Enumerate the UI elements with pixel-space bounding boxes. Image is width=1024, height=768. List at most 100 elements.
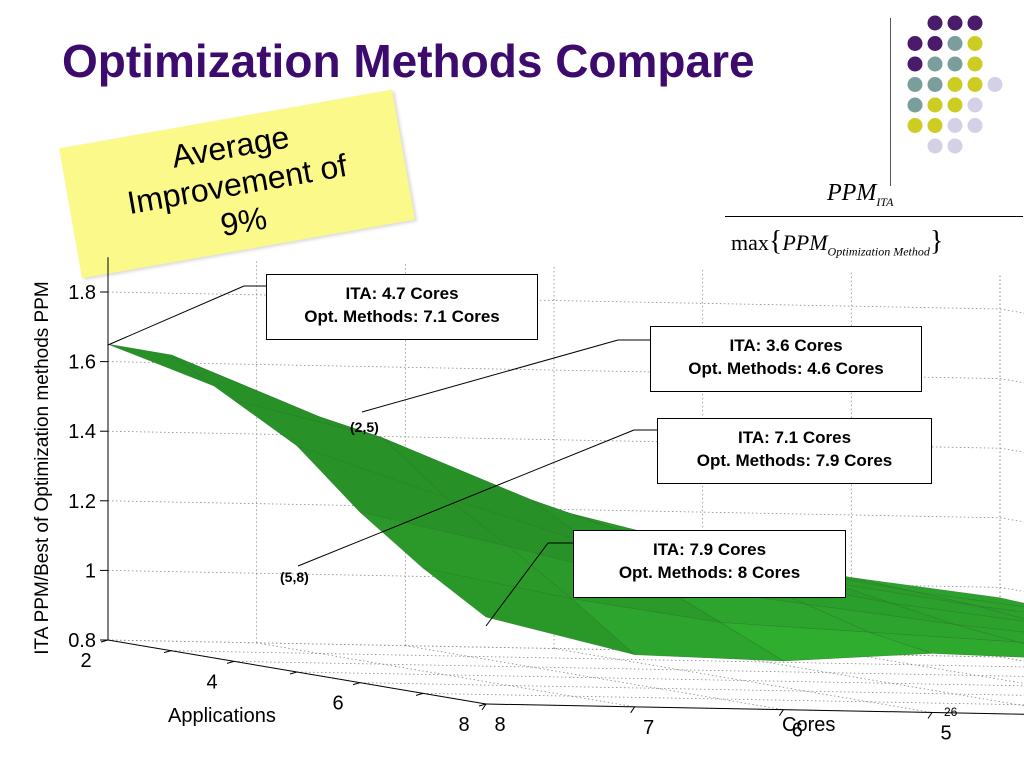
leader-line-4 (485, 542, 549, 627)
decorative-dot-grid (907, 15, 1003, 154)
grid-line (107, 500, 1001, 519)
slide-number: 26 (944, 705, 958, 719)
decorative-dot (967, 56, 983, 72)
callout-box-3: ITA: 7.1 Cores Opt. Methods: 7.9 Cores (657, 418, 932, 484)
callout-2-line-1: ITA: 3.6 Cores (729, 336, 843, 355)
decorative-dot (967, 97, 983, 113)
cores-tick-label: 7 (643, 717, 654, 739)
cores-tick (927, 712, 933, 719)
formula-max: max (731, 230, 769, 255)
cores-tick (630, 706, 636, 714)
decorative-dot (927, 15, 943, 31)
decorative-dot (927, 97, 943, 113)
decorative-dot (907, 36, 923, 51)
cores-tick-label: 5 (940, 723, 951, 745)
leader-line-1 (107, 285, 245, 346)
decorative-dot (907, 97, 923, 113)
decorative-dot (907, 118, 923, 133)
callout-4-line-1: ITA: 7.9 Cores (652, 540, 767, 559)
decorative-dot (967, 15, 983, 31)
chart-grid (107, 257, 1024, 715)
decorative-dot (947, 77, 963, 92)
callout-2-line-2: Opt. Methods: 4.6 Cores (688, 359, 884, 378)
grid-line (999, 308, 1024, 314)
decorative-dot (947, 56, 963, 72)
x-axis-title: Applications (168, 705, 276, 727)
leader-line-3 (297, 429, 635, 567)
formula-fraction-bar (725, 216, 1023, 217)
decorative-dot (927, 36, 943, 51)
surface-mesh (107, 343, 1024, 662)
cores-tick (778, 709, 784, 716)
decorative-dot (927, 138, 943, 154)
applications-tick (352, 682, 361, 686)
point-label-2-5: (2,5) (350, 419, 379, 435)
decorative-dot (947, 118, 963, 133)
cores-tick (481, 703, 487, 711)
applications-tick (415, 692, 424, 696)
grid-line (999, 378, 1024, 384)
callout-1-line-1: ITA: 4.7 Cores (345, 284, 459, 303)
grid-line (107, 570, 1001, 588)
slide-title: Optimization Methods Compare (62, 35, 755, 87)
formula-denominator: PPM (782, 230, 828, 255)
decorative-dot (967, 36, 983, 51)
decorative-dot (907, 77, 923, 92)
callout-3-line-2: Opt. Methods: 7.9 Cores (696, 451, 893, 470)
grid-line (107, 639, 1001, 658)
decorative-dot (947, 138, 963, 154)
formula-numerator: PPM (827, 180, 877, 206)
grid-line (422, 692, 1024, 706)
callout-1-line-2: Opt. Methods: 7.1 Cores (304, 307, 500, 326)
applications-tick (100, 639, 109, 643)
applications-tick (289, 671, 298, 675)
grid-line (999, 447, 1024, 453)
callout-box-4: ITA: 7.9 Cores Opt. Methods: 8 Cores (573, 530, 846, 598)
callout-box-1: ITA: 4.7 Cores Opt. Methods: 7.1 Cores (266, 274, 538, 340)
grid-line (851, 653, 1024, 684)
decorative-dot (967, 77, 983, 92)
applications-tick (163, 650, 172, 654)
formula-numerator-sub: ITA (876, 194, 894, 209)
z-tick-label: 1.6 (68, 352, 96, 374)
applications-tick-label: 8 (458, 714, 469, 736)
callout-3-line-1: ITA: 7.1 Cores (737, 428, 852, 447)
decorative-dot (947, 36, 963, 51)
callout-box-2: ITA: 3.6 Cores Opt. Methods: 4.6 Cores (650, 326, 922, 392)
applications-tick-label: 2 (80, 650, 91, 672)
z-tick-label: 1.2 (68, 491, 96, 513)
formula-denominator-sub: Optimization Method (827, 244, 930, 259)
decorative-dot (987, 77, 1003, 92)
decorative-dot (947, 15, 963, 31)
applications-tick (226, 660, 235, 664)
z-axis-title: ITA PPM/Best of Optimization methods PPM (32, 281, 53, 655)
grid-line (107, 291, 1001, 310)
z-tick-label: 0.8 (68, 630, 96, 652)
decorative-dot (927, 56, 943, 72)
grid-line (999, 517, 1024, 523)
applications-tick-label: 4 (206, 671, 217, 693)
surface-patch (422, 567, 635, 655)
grid-line (107, 430, 1001, 449)
cores-tick-label: 8 (494, 714, 505, 736)
callout-4-line-2: Opt. Methods: 8 Cores (618, 563, 801, 582)
applications-tick-label: 6 (332, 693, 343, 715)
applications-tick (478, 703, 487, 707)
y-axis-title: Cores (782, 714, 835, 736)
grid-line (107, 361, 1001, 379)
grid-line (702, 650, 1024, 707)
grid-line (170, 650, 1024, 668)
z-tick-label: 1.4 (68, 421, 96, 443)
ppm-ratio-formula: PPMITA max{PPMOptimization Method} (725, 176, 1023, 272)
cores-tick-label: 6 (792, 720, 803, 742)
callout-leaders (107, 285, 657, 627)
grid-line (359, 682, 1024, 696)
title-divider (890, 18, 891, 186)
decorative-dot (907, 56, 923, 72)
point-label-5-8: (5,8) (280, 569, 309, 585)
leader-line-2 (361, 339, 619, 413)
chart-axes: 0.811.21.41.61.824682345678 (68, 257, 1024, 745)
decorative-dot (927, 77, 943, 92)
decorative-dot (927, 118, 943, 133)
decorative-dot (947, 97, 963, 113)
